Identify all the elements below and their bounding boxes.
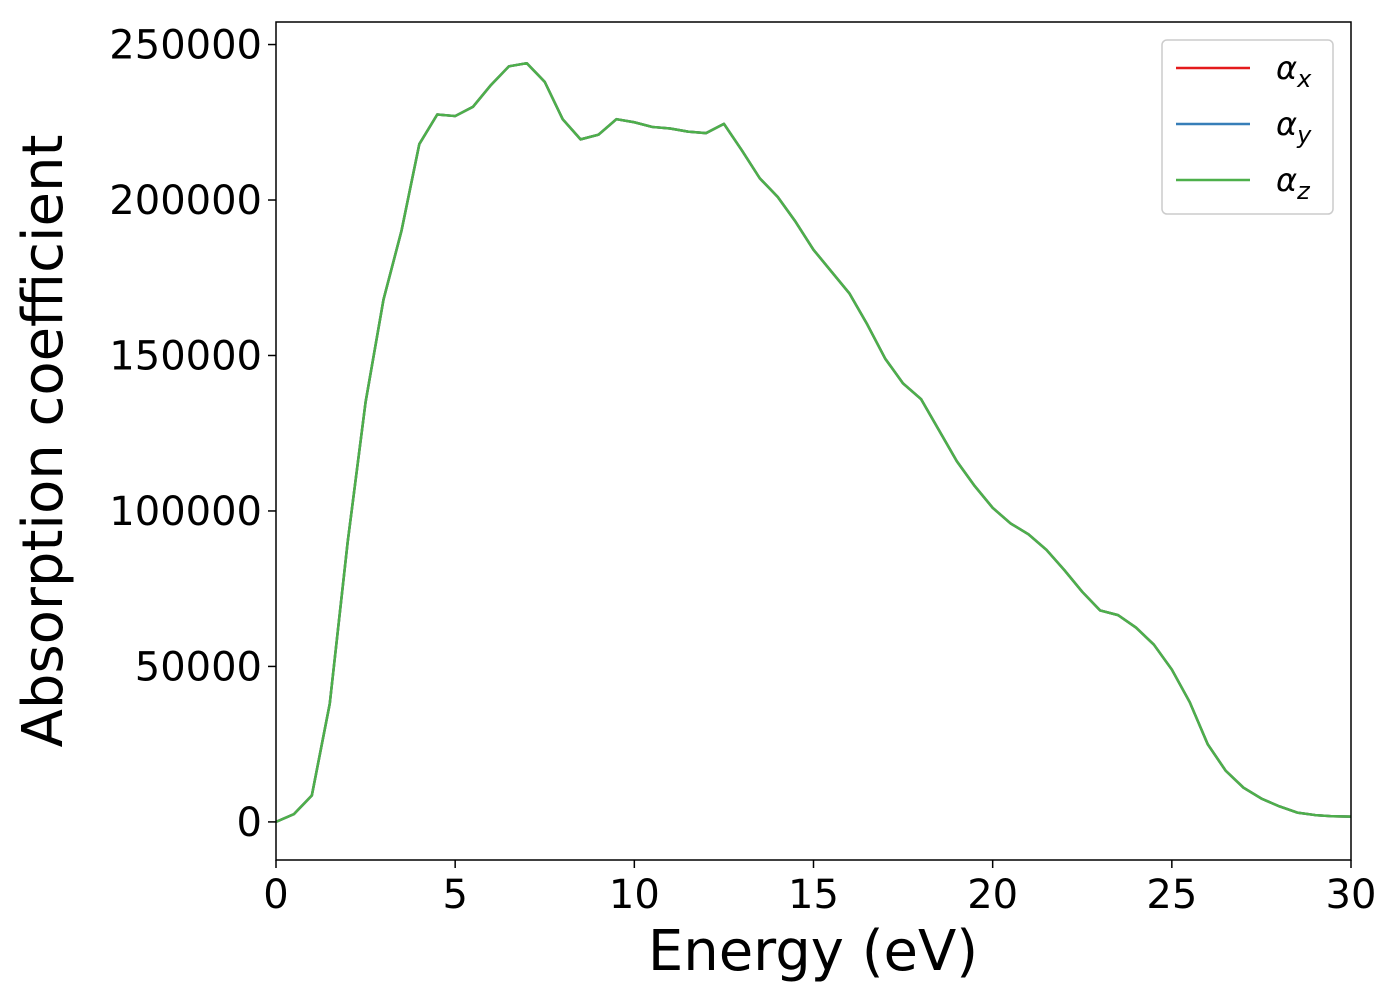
legend-subscript: z	[1296, 177, 1311, 205]
legend-symbol: α	[1276, 49, 1297, 87]
legend-label: αx	[1276, 49, 1312, 93]
legend-symbol: α	[1276, 105, 1297, 143]
x-tick-label: 10	[609, 872, 660, 918]
plot-frame	[275, 21, 1352, 861]
legend-subscript: y	[1296, 121, 1312, 149]
x-axis-label: Energy (eV)	[648, 919, 978, 984]
y-tick-label: 250000	[109, 23, 262, 69]
y-tick-label: 150000	[109, 333, 262, 379]
x-tick-label: 15	[788, 872, 839, 918]
x-tick-label: 30	[1326, 872, 1377, 918]
legend-box	[1161, 39, 1334, 215]
legend-symbol: α	[1276, 161, 1297, 199]
x-tick-label: 25	[1146, 872, 1197, 918]
y-tick-label: 100000	[109, 489, 262, 535]
x-tick-label: 5	[442, 872, 467, 918]
data-line	[275, 61, 1352, 824]
y-tick-label: 200000	[109, 178, 262, 224]
x-tick-label: 0	[263, 872, 288, 918]
y-tick-label: 50000	[135, 644, 262, 690]
legend-label: αz	[1276, 161, 1311, 205]
x-tick-label: 20	[967, 872, 1018, 918]
legend-label: αy	[1276, 105, 1312, 149]
y-tick-label: 0	[237, 800, 262, 846]
legend-subscript: x	[1296, 65, 1312, 93]
y-axis-label: Absorption coefficient	[11, 135, 76, 748]
